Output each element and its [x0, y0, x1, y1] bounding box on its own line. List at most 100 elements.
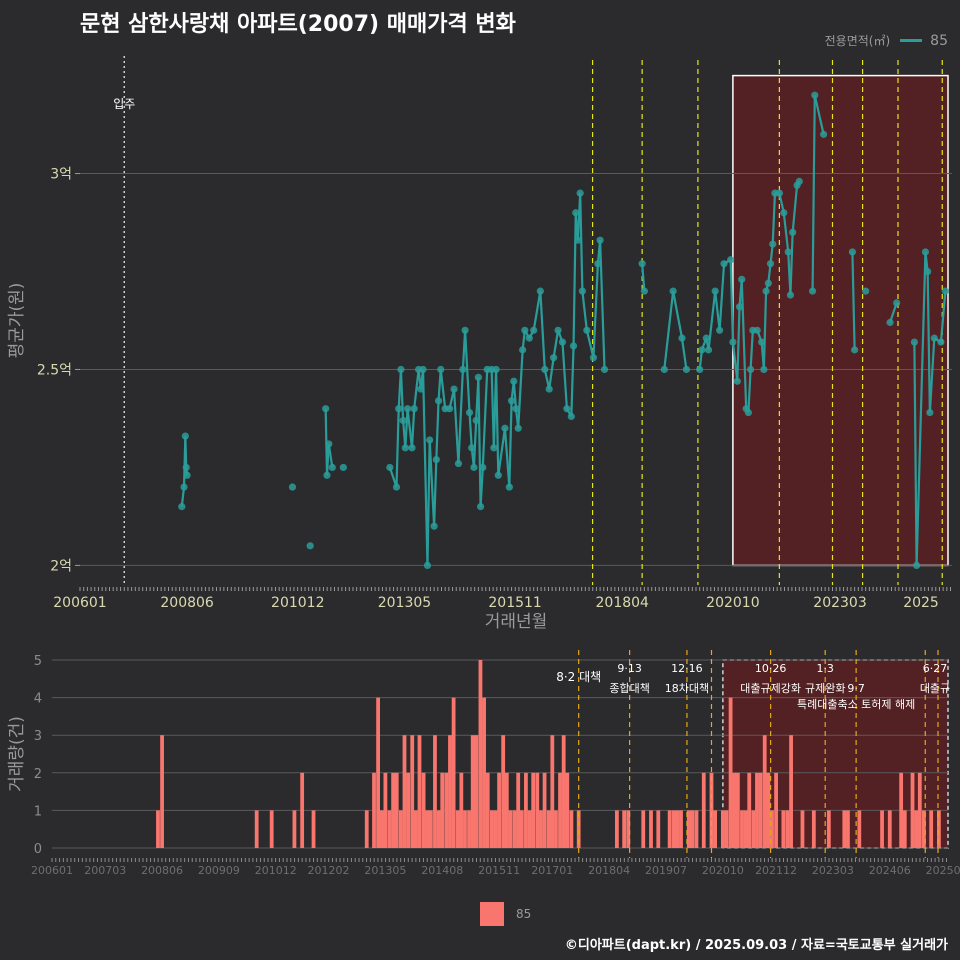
price-line-segment: [789, 232, 794, 296]
price-point: [753, 326, 761, 334]
price-line-segment: [395, 408, 400, 488]
policy-label: 6·27: [923, 662, 948, 675]
price-line-segment: [497, 428, 507, 476]
volume-bar: [842, 810, 847, 848]
price-point: [682, 365, 691, 374]
price-point: [322, 405, 330, 413]
price-point: [505, 483, 513, 491]
price-point: [660, 365, 668, 374]
price-point: [525, 334, 533, 342]
volume-bar: [531, 772, 536, 848]
bar-x-tick-label: 200909: [198, 864, 240, 877]
price-point: [536, 287, 544, 295]
volume-bar: [785, 810, 790, 848]
x-tick-label: 202010: [706, 595, 759, 611]
volume-bar: [501, 735, 506, 848]
volume-bar: [887, 810, 892, 848]
price-point: [926, 408, 934, 417]
price-point: [738, 275, 746, 283]
volume-bar: [402, 735, 407, 848]
volume-bar: [937, 810, 941, 848]
bar-x-tick-label: 201804: [588, 864, 630, 877]
price-line-segment: [406, 408, 414, 448]
volume-bar: [455, 810, 460, 848]
price-point: [450, 385, 458, 393]
legend-series-label: 85: [930, 32, 948, 49]
volume-bar: [558, 772, 562, 848]
price-point: [762, 287, 770, 295]
bar-x-tick-label: 202406: [869, 864, 911, 877]
price-point: [339, 463, 347, 472]
price-line-segment: [457, 369, 464, 464]
volume-bar: [524, 772, 528, 848]
price-line-segment: [680, 337, 688, 370]
bar-x-tick-label: 202303: [812, 864, 854, 877]
price-point: [494, 471, 502, 479]
price-point: [574, 236, 582, 244]
price-point: [392, 483, 401, 491]
volume-bar: [482, 697, 486, 848]
price-point: [454, 459, 463, 468]
volume-bar: [394, 772, 399, 848]
price-line-segment: [672, 290, 684, 339]
volume-bar: [762, 735, 767, 848]
volume-bar: [554, 810, 558, 848]
price-point: [446, 405, 454, 413]
volume-bar: [372, 772, 376, 848]
volume-bar: [311, 810, 316, 848]
price-line-segment: [813, 94, 825, 135]
policy-label: 종합대책: [609, 682, 649, 695]
price-point: [760, 365, 768, 374]
price-line-segment: [740, 279, 748, 409]
price-point: [638, 260, 646, 268]
price-point: [541, 365, 549, 374]
price-line-segment: [494, 369, 500, 476]
price-line-segment: [851, 251, 856, 350]
price-point: [472, 416, 480, 425]
price-point: [720, 260, 728, 268]
price-line-segment: [327, 443, 334, 468]
price-point: [696, 365, 704, 374]
price-line-segment: [736, 306, 741, 382]
price-line-segment: [472, 420, 478, 468]
price-line-segment: [939, 291, 947, 343]
price-line-segment: [452, 389, 460, 464]
price-point: [476, 503, 485, 511]
price-point: [182, 463, 190, 472]
price-point: [410, 405, 418, 413]
chart-title: 문현 삼한사랑채 아파트(2007) 매매가격 변화: [80, 12, 516, 37]
price-point: [764, 279, 772, 287]
bar-y-axis-title: 거래량(건): [7, 716, 27, 792]
volume-bar: [675, 810, 680, 848]
price-line-segment: [771, 193, 777, 245]
price-line-segment: [428, 439, 436, 527]
volume-bar: [539, 810, 543, 848]
volume-bar: [448, 735, 452, 848]
price-line-segment: [599, 240, 606, 370]
price-line-segment: [399, 369, 405, 421]
price-point: [470, 463, 478, 472]
bar-x-tick-label: 201012: [255, 864, 297, 877]
price-point: [780, 209, 788, 217]
price-point: [704, 346, 713, 354]
price-point: [512, 405, 520, 413]
price-point: [600, 365, 609, 374]
volume-bar: [433, 735, 437, 848]
price-line-segment: [512, 381, 518, 409]
x-tick-label: 201305: [378, 595, 431, 611]
volume-bar: [444, 772, 449, 848]
volume-bar: [550, 735, 555, 848]
volume-bar: [516, 772, 521, 848]
policy-label: 18차대책: [665, 682, 709, 695]
volume-bar: [622, 810, 627, 848]
price-point: [640, 287, 648, 295]
price-point: [563, 405, 571, 413]
price-point: [530, 326, 538, 334]
price-point: [746, 365, 755, 374]
volume-bar: [740, 810, 744, 848]
price-point: [766, 260, 775, 268]
price-point: [862, 287, 870, 295]
price-line-segment: [747, 369, 752, 413]
volume-bar: [470, 735, 475, 848]
price-point: [727, 256, 735, 264]
